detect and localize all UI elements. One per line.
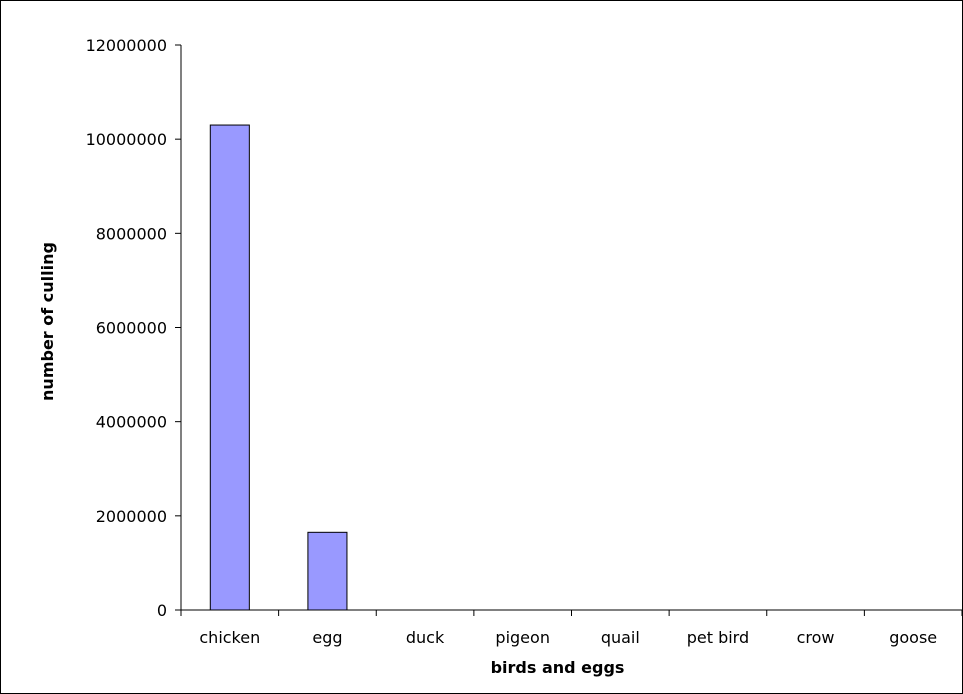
x-tick-label: chicken [199,628,260,647]
y-axis: 0 2000000 4000000 6000000 8000000 10000000 120… [86,36,182,620]
x-tick-label: pet bird [687,628,749,647]
x-tick-label: goose [889,628,937,647]
x-axis-title: birds and eggs [491,658,625,677]
y-tick-label: 10000000 [86,130,167,149]
y-tick-label: 4000000 [96,413,167,432]
y-tick-label: 12000000 [86,36,167,55]
x-axis: chicken egg duck pigeon quail pet bird crow goo… [180,609,962,647]
bar-egg [307,531,348,611]
bar-chicken [209,124,250,611]
bars-group [209,124,348,611]
y-axis-title: number of culling [38,242,57,401]
x-tick-label: pigeon [495,628,550,647]
y-tick-label: 0 [157,601,167,620]
y-tick-label: 8000000 [96,224,167,243]
x-tick-label: crow [797,628,835,647]
x-tick-label: egg [312,628,342,647]
x-tick-label: quail [601,628,640,647]
y-tick-label: 6000000 [96,319,167,338]
x-tick-label: duck [406,628,445,647]
y-tick-label: 2000000 [96,507,167,526]
